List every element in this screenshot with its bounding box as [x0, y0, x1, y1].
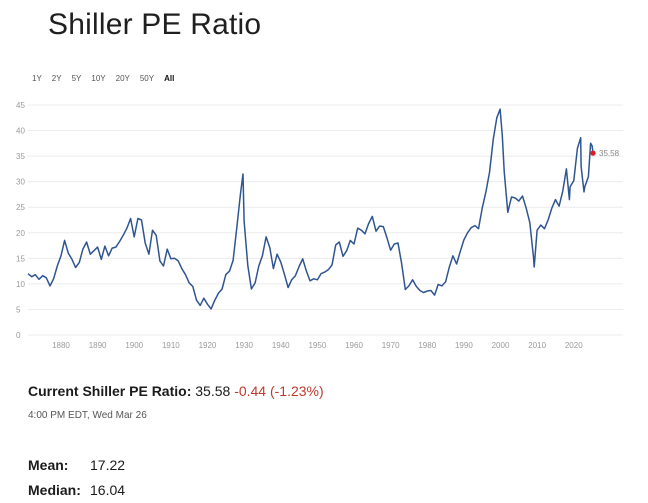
y-tick-label: 45 — [16, 101, 25, 110]
current-value-label: 35.58 — [599, 149, 620, 158]
time-range-selector: 1Y 2Y 5Y 10Y 20Y 50Y All — [32, 74, 184, 83]
y-tick-label: 25 — [16, 203, 25, 212]
y-axis: 0 5 10 15 20 25 30 35 40 45 — [16, 101, 25, 340]
page-title: Shiller PE Ratio — [48, 8, 262, 41]
y-tick-label: 0 — [16, 331, 21, 340]
range-20y[interactable]: 20Y — [115, 74, 130, 83]
y-tick-label: 30 — [16, 178, 25, 187]
range-1y[interactable]: 1Y — [32, 74, 42, 83]
range-all[interactable]: All — [164, 74, 175, 83]
x-tick-label: 1930 — [235, 341, 253, 350]
y-tick-label: 35 — [16, 152, 25, 161]
median-row: Median: 16.04 — [28, 482, 125, 498]
current-ratio-change: -0.44 (-1.23%) — [234, 383, 324, 399]
y-tick-label: 40 — [16, 127, 25, 136]
range-5y[interactable]: 5Y — [71, 74, 82, 83]
y-tick-label: 15 — [16, 254, 25, 263]
chart-grid — [28, 104, 623, 336]
x-tick-label: 1910 — [162, 341, 180, 350]
mean-value: 17.22 — [90, 457, 126, 473]
current-ratio-label: Current Shiller PE Ratio: — [28, 383, 192, 399]
x-tick-label: 2000 — [492, 341, 510, 350]
median-value: 16.04 — [90, 482, 126, 498]
x-tick-label: 1970 — [382, 341, 400, 350]
y-tick-label: 20 — [16, 229, 25, 238]
mean-label: Mean: — [28, 457, 69, 473]
median-label: Median: — [28, 482, 81, 498]
x-tick-label: 1980 — [418, 341, 436, 350]
range-10y[interactable]: 10Y — [91, 74, 106, 83]
x-tick-label: 1990 — [455, 341, 473, 350]
current-ratio-value: 35.58 — [195, 383, 231, 399]
current-value-marker — [590, 150, 596, 156]
x-tick-label: 1900 — [125, 341, 143, 350]
series-line-shiller-pe — [27, 108, 594, 310]
mean-row: Mean: 17.22 — [28, 457, 125, 473]
x-tick-label: 2020 — [565, 341, 583, 350]
y-tick-label: 5 — [16, 305, 21, 314]
x-axis: 1880 1890 1900 1910 1920 1930 1940 1950 1960 1970… — [52, 341, 583, 350]
x-tick-label: 2010 — [528, 341, 546, 350]
x-tick-label: 1920 — [199, 341, 217, 350]
range-50y[interactable]: 50Y — [139, 74, 155, 83]
range-2y[interactable]: 2Y — [51, 74, 62, 83]
x-tick-label: 1950 — [308, 341, 326, 350]
timestamp: 4:00 PM EDT, Wed Mar 26 — [28, 410, 147, 421]
x-tick-label: 1880 — [52, 341, 70, 350]
x-tick-label: 1890 — [89, 341, 107, 350]
x-tick-label: 1960 — [345, 341, 363, 350]
x-tick-label: 1940 — [272, 341, 290, 350]
y-tick-label: 10 — [16, 280, 25, 289]
current-ratio-line: Current Shiller PE Ratio: 35.58 -0.44 (-… — [28, 383, 324, 399]
